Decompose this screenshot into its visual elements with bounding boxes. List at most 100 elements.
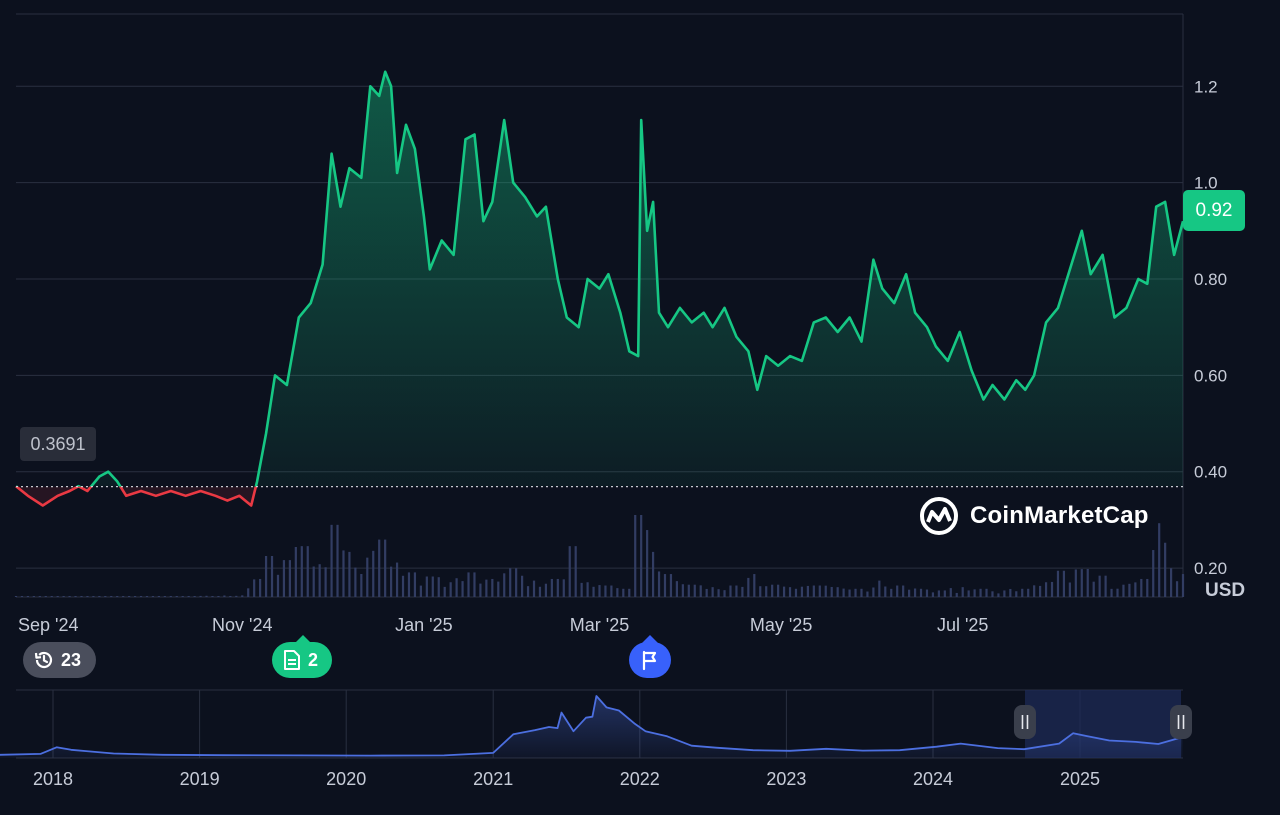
volume-bar [259, 578, 262, 597]
volume-bar [211, 596, 214, 597]
volume-bar [616, 588, 619, 597]
volume-bar [913, 588, 917, 597]
volume-bar [759, 586, 762, 597]
volume-bar [520, 575, 524, 597]
handle-grip [1170, 705, 1192, 739]
y-tick-label: 1.2 [1194, 77, 1218, 96]
document-icon [284, 650, 300, 670]
volume-bar [264, 556, 268, 597]
volume-bar [229, 596, 232, 597]
volume-bar [979, 588, 982, 597]
volume-bar [586, 582, 589, 597]
volume-bar [116, 596, 119, 597]
volume-bar [1068, 582, 1071, 597]
history-events-button[interactable]: 23 [23, 642, 96, 678]
milestone-event-button[interactable] [629, 635, 671, 678]
volume-bar [26, 596, 30, 597]
volume-bar [646, 530, 649, 597]
volume-bar [753, 574, 756, 597]
volume-bar [687, 584, 690, 597]
volume-bar [1140, 578, 1143, 597]
volume-bar [223, 595, 226, 597]
volume-bar [1175, 581, 1179, 597]
volume-bar [122, 596, 125, 597]
volume-bar [169, 596, 172, 597]
navigator-right-handle[interactable] [1170, 705, 1192, 739]
volume-bar [562, 579, 565, 597]
news-events-button[interactable]: 2 [272, 635, 332, 678]
volume-bar [693, 584, 696, 597]
volume-bar [628, 588, 631, 597]
y-tick-label: 0.40 [1194, 463, 1227, 482]
volume-bar [1044, 582, 1048, 597]
x-tick-label: Nov '24 [212, 615, 272, 635]
volume-bar [610, 585, 613, 597]
volume-bar [318, 564, 321, 597]
navigator-year-label: 2021 [473, 769, 513, 789]
volume-bar [955, 592, 958, 597]
volume-bar [235, 595, 238, 597]
volume-bar [967, 590, 970, 597]
volume-bar [604, 585, 607, 597]
volume-bar [86, 596, 89, 597]
volume-bar [1039, 585, 1042, 597]
volume-bar [794, 588, 798, 597]
volume-bar [568, 546, 571, 597]
volume-bar [497, 581, 500, 597]
current-price-label: 0.92 [1183, 190, 1245, 231]
volume-bar [1098, 575, 1101, 597]
volume-bar [1104, 575, 1107, 597]
volume-bar [854, 588, 857, 597]
volume-bar [902, 585, 905, 597]
navigator-year-label: 2023 [766, 769, 806, 789]
volume-bar [413, 572, 417, 597]
volume-bar [931, 592, 935, 597]
volume-bar [276, 574, 280, 597]
volume-bar [68, 596, 71, 597]
volume-bar [503, 573, 506, 597]
volume-bar [467, 572, 470, 597]
volume-bar [354, 567, 357, 597]
volume-bar [723, 590, 726, 597]
volume-bar [145, 596, 149, 597]
volume-bar [592, 586, 595, 597]
volume-bar [1062, 570, 1066, 597]
volume-bar [1009, 588, 1012, 597]
navigator-year-label: 2025 [1060, 769, 1100, 789]
volume-bar [1050, 581, 1054, 597]
watermark: CoinMarketCap [918, 495, 1149, 537]
volume-bar [372, 550, 375, 597]
volume-bar [622, 588, 625, 597]
volume-bar [800, 586, 804, 597]
reference-price-label: 0.3691 [20, 427, 96, 461]
volume-bar [479, 583, 482, 597]
volume-bar [777, 584, 780, 597]
volume-bar [729, 585, 732, 597]
volume-bar [884, 586, 887, 597]
volume-bar [443, 586, 446, 597]
volume-bar [526, 586, 530, 597]
volume-bar [1080, 569, 1083, 597]
volume-bar [788, 587, 792, 597]
x-tick-label: Jul '25 [937, 615, 988, 635]
volume-bar [997, 593, 1000, 597]
volume-bar [747, 577, 750, 597]
volume-bar [1152, 550, 1155, 597]
y-tick-label: 0.20 [1194, 559, 1227, 578]
volume-bar [306, 546, 309, 597]
volume-bar [300, 546, 303, 597]
flag-icon [642, 650, 657, 671]
volume-bar [765, 586, 768, 597]
volume-bar [532, 580, 536, 597]
navigator-year-label: 2019 [180, 769, 220, 789]
volume-bar [133, 596, 137, 597]
volume-bar [949, 588, 952, 597]
navigator-left-handle[interactable] [1013, 705, 1036, 739]
volume-bar [919, 588, 923, 597]
volume-bar [1092, 581, 1095, 597]
volume-bar [1122, 584, 1125, 597]
volume-bar [878, 580, 881, 597]
volume-bar [455, 578, 458, 597]
